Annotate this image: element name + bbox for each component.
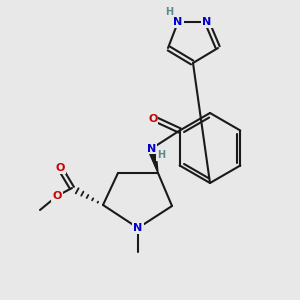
Text: N: N [202, 17, 211, 27]
Text: N: N [147, 143, 156, 154]
Text: H: H [165, 7, 173, 17]
Text: N: N [134, 223, 142, 233]
Text: N: N [173, 17, 183, 27]
Text: O: O [52, 191, 62, 201]
Text: O: O [148, 113, 158, 124]
Polygon shape [148, 148, 158, 173]
Text: H: H [157, 151, 165, 160]
Text: O: O [55, 163, 65, 173]
